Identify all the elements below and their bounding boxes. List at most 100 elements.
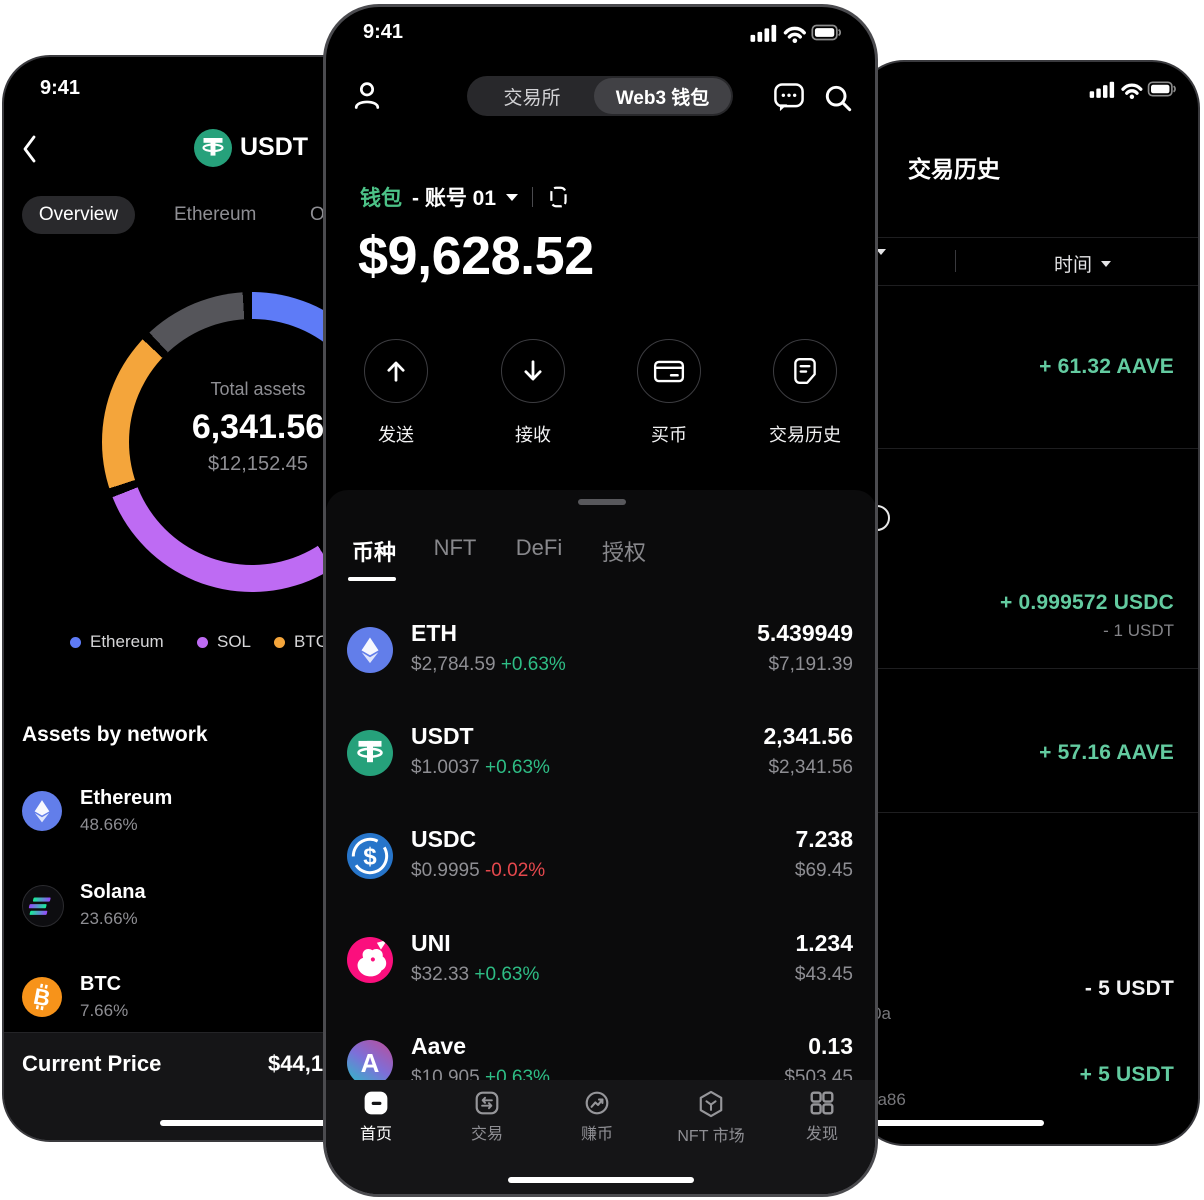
tab-web3-wallet[interactable]: Web3 钱包 <box>594 78 731 114</box>
active-tab-underline <box>348 577 396 581</box>
token-change: -0.02% <box>484 860 546 881</box>
token-value: $43.45 <box>794 964 853 985</box>
token-value: $2,341.56 <box>768 757 853 778</box>
assets-sheet: 币种 NFT DeFi 授权 ETH $2,784.59 +0.63% 5.43… <box>326 490 875 1194</box>
bottom-nav: 首页 交易 赚币 NFT 市场 发现 <box>326 1080 875 1194</box>
status-time: 9:41 <box>363 21 404 43</box>
token-value: $7,191.39 <box>768 654 853 675</box>
chevron-down-icon <box>506 193 519 201</box>
divider <box>858 285 1198 286</box>
home-indicator[interactable] <box>864 1120 1044 1126</box>
token-amount: 1.234 <box>795 930 853 956</box>
earn-icon <box>547 1090 647 1116</box>
filter-divider <box>955 250 956 272</box>
token-row-usdt[interactable]: USDT $1.0037 +0.63% 2,341.56 $2,341.56 <box>326 719 875 787</box>
search-icon <box>822 82 856 114</box>
status-time: 9:41 <box>40 77 81 99</box>
search-button[interactable] <box>822 81 856 115</box>
card-icon <box>653 357 685 386</box>
tab-ethereum[interactable]: Ethereum <box>174 204 257 225</box>
buy-crypto-button[interactable] <box>637 339 701 403</box>
account-selector[interactable]: 钱包 - 账号 01 <box>360 183 571 211</box>
tab-defi[interactable]: DeFi <box>515 535 563 560</box>
receive-button[interactable] <box>501 339 565 403</box>
divider <box>858 668 1198 669</box>
back-button[interactable] <box>20 133 48 165</box>
chat-icon <box>772 80 808 114</box>
time-filter-button[interactable]: 时间 <box>1054 250 1112 277</box>
nav-discover[interactable]: 发现 <box>772 1090 872 1144</box>
send-button[interactable] <box>364 339 428 403</box>
tab-approvals[interactable]: 授权 <box>601 540 646 565</box>
total-assets-usd: $12,152.45 <box>207 453 309 475</box>
token-amount: 0.13 <box>808 1033 853 1059</box>
legend-dot <box>70 636 81 648</box>
buy-label: 买币 <box>651 425 687 445</box>
sheet-drag-handle[interactable] <box>578 499 626 505</box>
nav-trade[interactable]: 交易 <box>437 1090 537 1144</box>
page-title: USDT <box>240 133 309 161</box>
token-price: $32.33 <box>411 964 470 985</box>
aave-icon: A <box>347 1040 393 1086</box>
tab-overview[interactable]: Overview <box>22 196 135 234</box>
tab-nft[interactable]: NFT <box>433 535 477 560</box>
segmented-control: 交易所 Web3 钱包 <box>467 76 733 116</box>
trade-icon <box>437 1090 537 1116</box>
token-amount: 2,341.56 <box>763 723 853 749</box>
tab-coins[interactable]: 币种 <box>351 540 396 565</box>
tx-amount: + 57.16 AAVE <box>1039 741 1174 764</box>
receive-label: 接收 <box>515 425 551 445</box>
token-change: +0.63% <box>500 654 566 675</box>
token-amount: 7.238 <box>795 826 853 852</box>
support-chat-button[interactable] <box>772 79 808 115</box>
page-title: 交易历史 <box>908 156 1000 182</box>
legend-item-btc: BTC <box>274 632 328 652</box>
person-icon <box>350 78 384 112</box>
divider <box>858 448 1198 449</box>
network-row-ethereum[interactable]: Ethereum 48.66% <box>22 783 362 839</box>
send-label: 发送 <box>378 425 414 445</box>
phone-right-history: 交易历史 时间 + 61.32 AAVE + 0.999572 USDC - 1… <box>856 60 1200 1146</box>
arrow-up-icon <box>381 356 411 386</box>
token-row-usdc[interactable]: USDC $0.9995 -0.02% 7.238 $69.45 <box>326 822 875 890</box>
btc-icon <box>22 977 62 1017</box>
scan-copy-icon[interactable] <box>547 185 571 209</box>
tab-exchange[interactable]: 交易所 <box>503 87 561 109</box>
token-row-uni[interactable]: UNI $32.33 +0.63% 1.234 $43.45 <box>326 926 875 994</box>
token-row-eth[interactable]: ETH $2,784.59 +0.63% 5.439949 $7,191.39 <box>326 616 875 684</box>
usdt-icon <box>194 129 232 167</box>
divider <box>532 187 534 207</box>
home-indicator[interactable] <box>160 1120 350 1126</box>
divider <box>858 237 1198 238</box>
home-icon <box>326 1090 426 1116</box>
home-indicator[interactable] <box>508 1177 694 1183</box>
account-name: - 账号 01 <box>412 187 497 210</box>
history-button[interactable] <box>773 339 837 403</box>
token-price: $0.9995 <box>411 860 480 881</box>
nav-earn[interactable]: 赚币 <box>547 1090 647 1144</box>
arrow-down-icon <box>518 356 548 386</box>
discover-icon <box>772 1090 872 1116</box>
phone-center-wallet: 9:41 交易所 Web3 钱包 钱包 - 账号 01 <box>323 4 878 1197</box>
profile-button[interactable] <box>350 78 384 112</box>
legend-item-ethereum: Ethereum <box>70 632 164 652</box>
usdc-icon <box>347 833 393 879</box>
token-amount: 5.439949 <box>757 620 853 646</box>
nav-nft-market[interactable]: NFT 市场 <box>661 1090 761 1146</box>
uni-icon <box>347 937 393 983</box>
receipt-icon <box>790 356 820 386</box>
legend-dot <box>197 636 208 648</box>
nft-icon <box>661 1090 761 1118</box>
tx-amount: + 0.999572 USDC <box>999 591 1174 614</box>
network-row-btc[interactable]: BTC 7.66% <box>22 969 362 1025</box>
history-label: 交易历史 <box>769 425 841 445</box>
chevron-down-icon <box>1101 260 1112 267</box>
ethereum-icon <box>22 791 62 831</box>
tab-next-partial[interactable]: O <box>310 204 325 225</box>
nav-home[interactable]: 首页 <box>326 1090 426 1144</box>
usdt-icon <box>347 730 393 776</box>
tx-sub-amount: - 1 USDT <box>1103 621 1174 640</box>
network-row-solana[interactable]: Solana 23.66% <box>22 877 362 933</box>
solana-icon <box>22 885 64 927</box>
token-change: +0.63% <box>474 964 540 985</box>
